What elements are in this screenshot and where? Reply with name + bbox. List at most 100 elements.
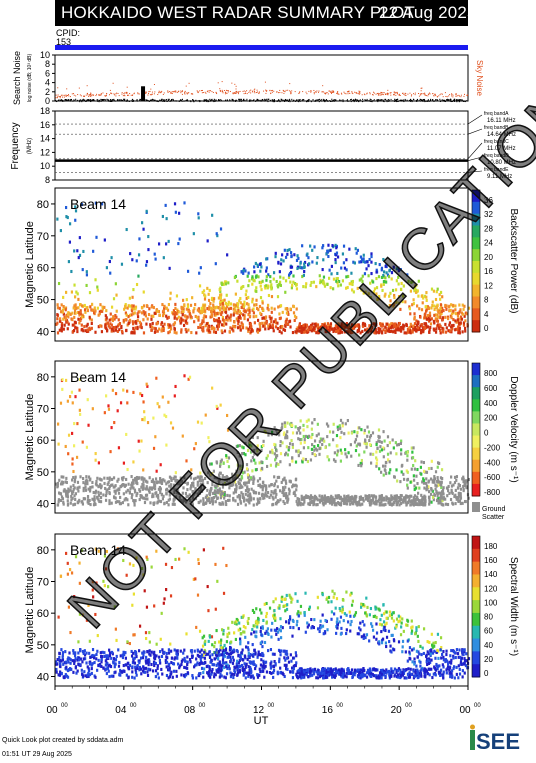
sky-noise-point: [105, 95, 107, 97]
data-cell: [69, 312, 72, 316]
data-cell: [339, 426, 342, 430]
search-noise-point: [393, 100, 395, 102]
data-cell: [224, 307, 228, 311]
data-cell: [369, 452, 372, 456]
data-cell: [455, 475, 459, 479]
search-noise-point: [348, 100, 350, 102]
data-cell: [64, 205, 68, 210]
sky-noise-point: [188, 92, 190, 94]
sky-noise-point: [133, 92, 135, 94]
data-cell: [57, 500, 60, 504]
data-cell: [350, 454, 353, 458]
data-cell: [436, 465, 439, 469]
data-cell: [288, 442, 292, 446]
sky-noise-point: [153, 83, 155, 85]
data-cell: [439, 328, 442, 332]
data-cell: [281, 478, 285, 482]
data-cell: [247, 498, 251, 502]
data-cell: [414, 498, 417, 502]
search-noise-point: [333, 99, 335, 101]
data-cell: [101, 307, 105, 311]
data-cell: [85, 306, 88, 310]
sky-noise-point: [298, 93, 300, 95]
search-noise-point: [203, 99, 205, 102]
search-noise-point: [449, 100, 451, 102]
data-cell: [103, 476, 106, 480]
data-cell: [422, 326, 425, 330]
data-cell: [74, 209, 78, 213]
data-cell: [132, 478, 135, 482]
data-cell: [214, 562, 217, 566]
data-cell: [438, 480, 441, 484]
data-cell: [77, 317, 80, 321]
data-cell: [399, 480, 402, 484]
data-cell: [83, 303, 86, 308]
search-noise-point: [444, 100, 446, 102]
data-cell: [181, 313, 184, 317]
data-cell: [68, 311, 71, 315]
data-cell: [219, 289, 222, 294]
data-cell: [184, 480, 187, 484]
search-noise-point: [457, 99, 459, 101]
data-cell: [275, 462, 278, 466]
data-cell: [281, 422, 284, 426]
data-cell: [203, 476, 207, 481]
data-cell: [199, 323, 202, 328]
data-cell: [463, 314, 466, 318]
data-cell: [94, 489, 98, 493]
sky-noise-point: [356, 92, 358, 94]
data-cell: [232, 329, 235, 333]
data-cell: [226, 253, 229, 257]
data-cell: [209, 472, 213, 476]
data-cell: [236, 302, 240, 306]
sky-noise-point: [381, 93, 383, 95]
data-cell: [348, 330, 351, 334]
data-cell: [148, 486, 151, 490]
data-cell: [467, 477, 470, 482]
data-cell: [412, 324, 415, 328]
colorbar-swatch: [472, 261, 480, 274]
data-cell: [176, 312, 179, 316]
search-noise-point: [209, 99, 211, 102]
search-noise-point: [246, 98, 248, 101]
data-cell: [418, 307, 421, 311]
data-cell: [227, 300, 230, 304]
data-cell: [300, 497, 304, 501]
freq-ylabel: Frequency: [10, 122, 21, 169]
data-cell: [226, 493, 229, 497]
data-cell: [318, 281, 322, 285]
data-cell: [254, 491, 257, 495]
data-cell: [194, 490, 197, 494]
data-cell: [116, 479, 119, 483]
data-cell: [282, 500, 285, 504]
sky-noise-point: [88, 94, 90, 96]
data-cell: [283, 488, 286, 492]
data-cell: [256, 444, 259, 448]
data-cell: [146, 317, 149, 321]
search-noise-point: [436, 99, 438, 101]
data-cell: [453, 475, 457, 479]
data-cell: [357, 442, 360, 446]
data-cell: [314, 324, 317, 328]
data-cell: [150, 314, 153, 318]
search-noise-point: [251, 100, 253, 102]
search-noise-point: [149, 99, 151, 102]
data-cell: [148, 476, 151, 480]
data-cell: [447, 329, 450, 333]
data-cell: [133, 328, 136, 332]
search-noise-point: [350, 98, 352, 101]
sky-noise-point: [254, 88, 256, 90]
data-cell: [241, 326, 245, 330]
sky-noise-point: [290, 91, 292, 93]
search-noise-point: [371, 100, 373, 103]
data-cell: [188, 493, 191, 497]
search-noise-point: [326, 99, 328, 101]
data-cell: [455, 478, 458, 482]
data-cell: [167, 400, 170, 404]
data-cell: [182, 498, 185, 502]
data-cell: [263, 496, 266, 500]
data-cell: [258, 328, 261, 332]
data-cell: [304, 457, 308, 462]
search-noise-point: [357, 99, 359, 101]
